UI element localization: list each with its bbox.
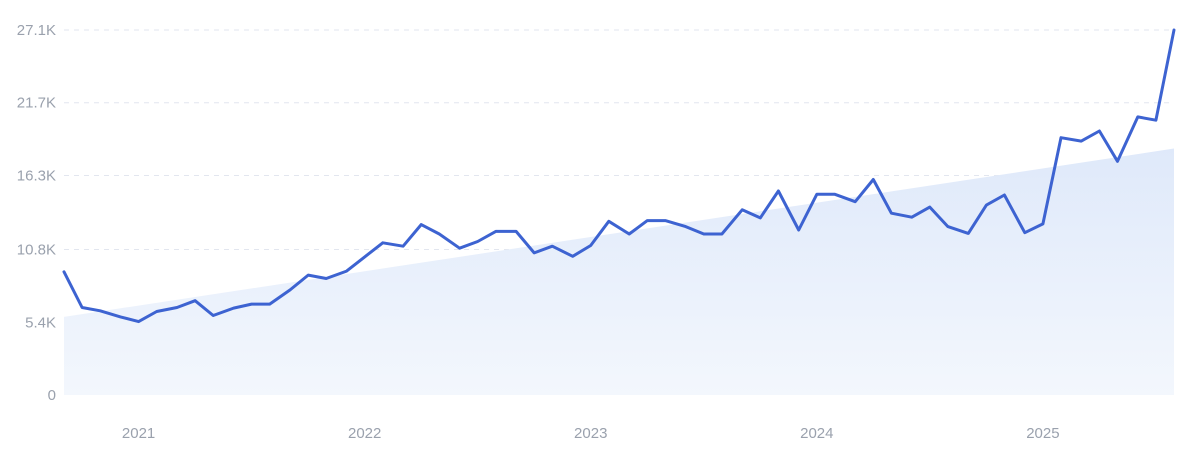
series-line-path	[62, 28, 1176, 324]
x-tick-label: 2024	[800, 425, 833, 442]
y-tick-label: 21.7K	[17, 95, 56, 112]
series-line	[62, 28, 1176, 324]
x-tick-label: 2023	[574, 425, 607, 442]
x-tick-label: 2021	[122, 425, 155, 442]
y-tick-label: 5.4K	[25, 314, 56, 331]
y-tick-label: 10.8K	[17, 242, 56, 259]
trend-area	[64, 148, 1174, 395]
y-tick-label: 16.3K	[17, 167, 56, 184]
y-tick-label: 27.1K	[17, 22, 56, 39]
y-tick-label: 0	[48, 387, 56, 404]
x-tick-label: 2025	[1026, 425, 1059, 442]
y-axis-ticks: 0 5.4K 10.8K 16.3K 21.7K 27.1K	[17, 22, 56, 404]
trend-area-fill	[64, 148, 1174, 395]
x-tick-label: 2022	[348, 425, 381, 442]
x-axis-ticks: 2021 2022 2023 2024 2025	[122, 425, 1060, 442]
